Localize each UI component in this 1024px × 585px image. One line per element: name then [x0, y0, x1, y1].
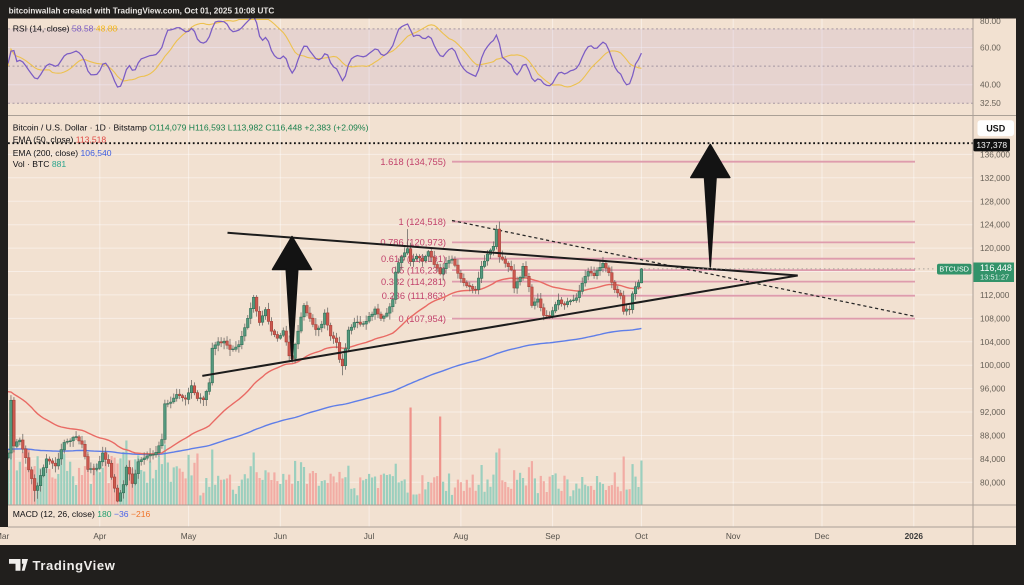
svg-text:124,000: 124,000 [980, 220, 1010, 230]
svg-text:2026: 2026 [905, 531, 924, 541]
svg-text:bitcoinwallah created with Tra: bitcoinwallah created with TradingView.c… [9, 6, 275, 15]
svg-text:EMA (200, close) 106,540: EMA (200, close) 106,540 [13, 148, 112, 158]
svg-text:1.618 (134,755): 1.618 (134,755) [380, 157, 446, 167]
svg-text:Oct: Oct [635, 531, 649, 541]
svg-text:BTCUSD: BTCUSD [939, 265, 969, 274]
svg-text:Dec: Dec [815, 531, 830, 541]
svg-text:Bitcoin / U.S. Dollar · 1D · B: Bitcoin / U.S. Dollar · 1D · Bitstamp O1… [13, 123, 369, 133]
svg-text:0.382 (114,281): 0.382 (114,281) [381, 277, 446, 287]
svg-text:Aug: Aug [454, 531, 469, 541]
svg-text:USD: USD [986, 124, 1006, 134]
svg-text:96,000: 96,000 [980, 384, 1006, 394]
svg-text:104,000: 104,000 [980, 337, 1010, 347]
svg-text:May: May [181, 531, 198, 541]
svg-text:32.50: 32.50 [980, 98, 1001, 108]
svg-text:120,000: 120,000 [980, 243, 1010, 253]
svg-text:108,000: 108,000 [980, 313, 1010, 323]
svg-text:128,000: 128,000 [980, 196, 1010, 206]
svg-text:60.00: 60.00 [980, 43, 1001, 53]
svg-text:92,000: 92,000 [980, 407, 1006, 417]
svg-text:13:51:27: 13:51:27 [980, 273, 1009, 282]
svg-text:80.00: 80.00 [980, 16, 1001, 26]
svg-text:Vol · BTC 881: Vol · BTC 881 [13, 159, 67, 169]
svg-text:0.5 (116,236): 0.5 (116,236) [391, 265, 446, 275]
svg-text:Apr: Apr [93, 531, 106, 541]
svg-text:Nov: Nov [726, 531, 742, 541]
svg-text:EMA (50, close) 113,518: EMA (50, close) 113,518 [13, 134, 107, 144]
svg-text:88,000: 88,000 [980, 431, 1006, 441]
svg-text:Sep: Sep [545, 531, 560, 541]
svg-text:0 (107,954): 0 (107,954) [398, 314, 446, 324]
svg-text:84,000: 84,000 [980, 454, 1006, 464]
svg-text:112,000: 112,000 [980, 290, 1010, 300]
svg-text:40.00: 40.00 [980, 80, 1001, 90]
svg-text:RSI (14, close) 58.58 48.88: RSI (14, close) 58.58 48.88 [13, 24, 118, 34]
svg-text:TradingView: TradingView [33, 558, 116, 573]
svg-text:132,000: 132,000 [980, 173, 1010, 183]
svg-text:Jun: Jun [274, 531, 288, 541]
svg-text:0.786 (120,973): 0.786 (120,973) [380, 238, 446, 248]
svg-text:100,000: 100,000 [980, 360, 1010, 370]
svg-text:136,000: 136,000 [980, 149, 1010, 159]
svg-text:0.236 (111,863): 0.236 (111,863) [382, 291, 446, 301]
svg-text:Mar: Mar [0, 531, 9, 541]
svg-text:137,378: 137,378 [976, 140, 1007, 150]
svg-text:MACD (12, 26, close) 180 −36 −: MACD (12, 26, close) 180 −36 −216 [13, 509, 151, 519]
svg-text:Jul: Jul [364, 531, 375, 541]
svg-text:80,000: 80,000 [980, 477, 1006, 487]
svg-text:1 (124,518): 1 (124,518) [398, 217, 446, 227]
svg-text:116,448: 116,448 [980, 263, 1012, 273]
